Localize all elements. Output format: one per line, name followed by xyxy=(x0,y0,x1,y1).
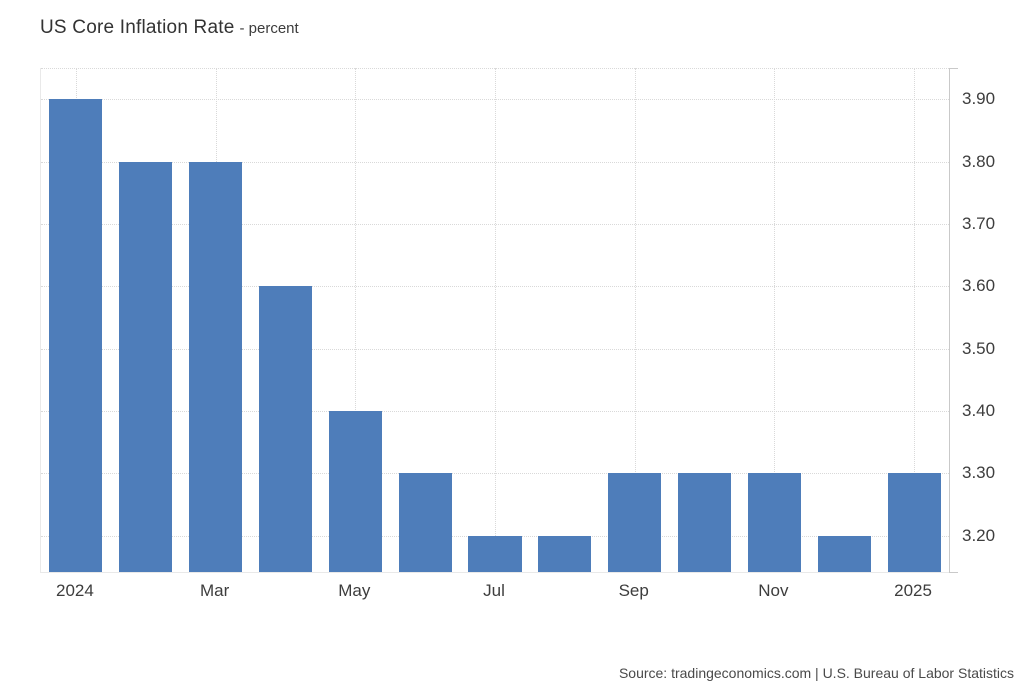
bar-oct-2024[interactable] xyxy=(677,473,732,572)
bar-jun-2024[interactable] xyxy=(398,473,452,572)
y-axis-tick xyxy=(949,68,958,69)
bar-feb-2024[interactable] xyxy=(119,161,173,572)
y-axis-tick xyxy=(949,572,958,573)
bar-nov-2024[interactable] xyxy=(747,473,801,572)
y-axis-tick-label: 3.90 xyxy=(962,89,996,109)
bar-jan-2025[interactable] xyxy=(887,473,941,572)
bar-jan-2024[interactable] xyxy=(49,99,103,572)
y-axis-tick-label: 3.40 xyxy=(962,401,996,421)
y-axis-tick-label: 3.30 xyxy=(962,463,996,483)
x-axis-tick-label: 2025 xyxy=(894,581,932,600)
v-gridline xyxy=(774,68,776,572)
v-gridline xyxy=(495,68,496,572)
chart-subtitle: - percent xyxy=(239,20,299,37)
source-attribution: Source: tradingeconomics.com | U.S. Bure… xyxy=(618,665,1014,681)
x-axis-tick-label: Nov xyxy=(758,581,789,600)
y-axis-tick-label: 3.50 xyxy=(962,338,996,358)
bar-sep-2024[interactable] xyxy=(608,473,662,572)
v-gridline xyxy=(914,68,916,572)
x-axis-tick-label: Jul xyxy=(483,581,505,600)
x-axis-tick-label: 2024 xyxy=(56,581,94,600)
y-axis-tick-label: 3.80 xyxy=(962,151,996,171)
bar-jul-2024[interactable] xyxy=(468,535,522,572)
v-gridline xyxy=(355,68,357,572)
bar-mar-2024[interactable] xyxy=(189,161,243,572)
x-axis-tick-label: Sep xyxy=(618,581,649,600)
chart-title: US Core Inflation Rate xyxy=(40,17,235,38)
x-axis-tick-label: May xyxy=(338,581,371,600)
bar-may-2024[interactable] xyxy=(328,411,382,572)
plot-area xyxy=(40,68,950,573)
bar-apr-2024[interactable] xyxy=(258,286,312,572)
v-gridline xyxy=(634,68,636,572)
bar-aug-2024[interactable] xyxy=(538,535,592,572)
y-axis-tick-label: 3.20 xyxy=(962,525,996,545)
chart-header: US Core Inflation Rate - percent xyxy=(40,17,299,39)
bar-dec-2024[interactable] xyxy=(817,535,871,572)
x-axis-tick-label: Mar xyxy=(199,581,230,600)
y-axis-tick-label: 3.60 xyxy=(962,276,996,296)
y-axis-tick-label: 3.70 xyxy=(962,213,996,233)
